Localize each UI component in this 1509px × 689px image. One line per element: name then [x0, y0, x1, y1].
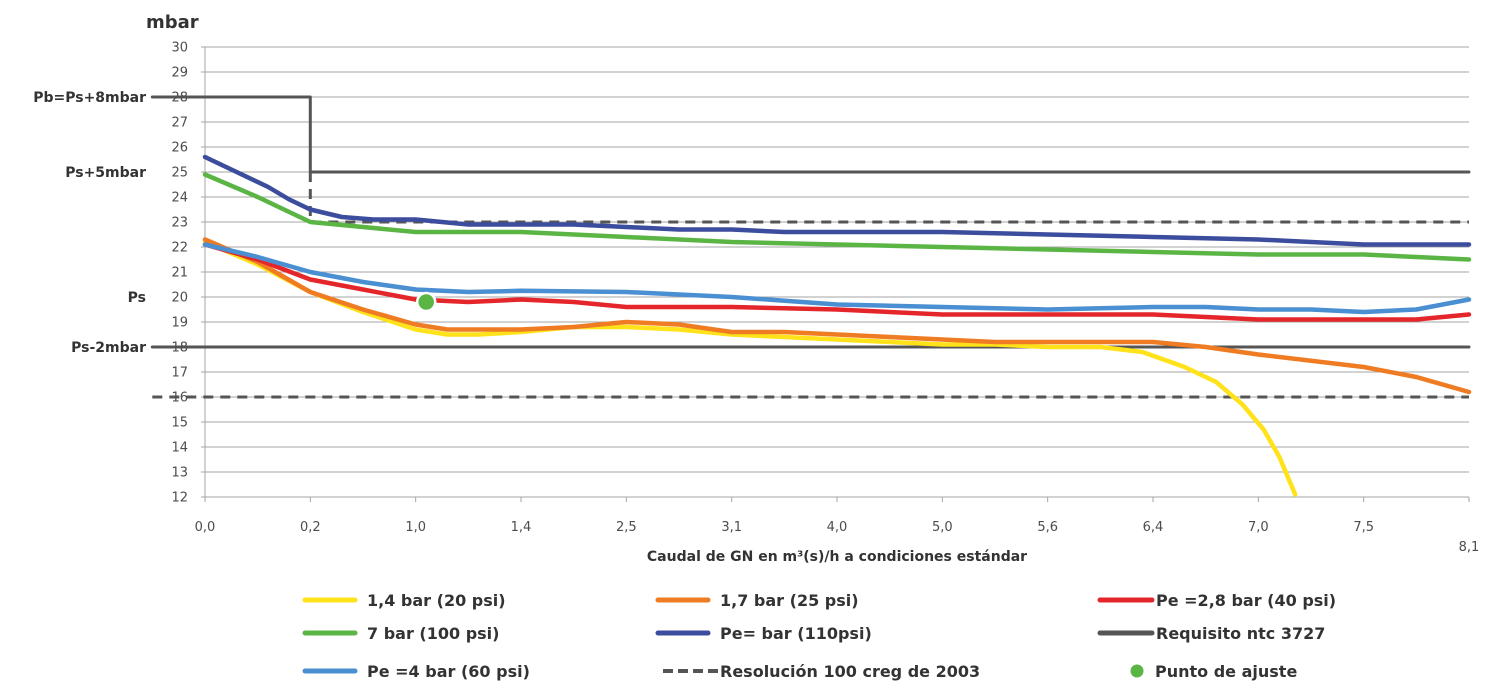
y-tick-label: 22: [171, 241, 188, 256]
series-line-7: [202, 242, 1472, 315]
series-layer: [202, 154, 1472, 497]
y-tick-label: 29: [171, 66, 188, 81]
y-tick-label: 20: [171, 291, 188, 306]
y-tick-label: 28: [171, 91, 188, 106]
y-reference-label: Ps-2mbar: [71, 340, 146, 356]
legend-label: Requisito ntc 3727: [1156, 624, 1325, 643]
series-line-0: [202, 239, 1298, 497]
legend-label: 1,7 bar (25 psi): [720, 591, 859, 610]
x-tick-label: 6,4: [1143, 520, 1164, 535]
legend-label: Pe =2,8 bar (40 psi): [1156, 591, 1336, 610]
y-tick-label: 17: [171, 366, 188, 381]
y-reference-label: Ps: [128, 290, 146, 306]
x-tick-label: 0,0: [195, 520, 216, 535]
x-tick-label: 2,5: [616, 520, 637, 535]
x-tick-label: 4,0: [827, 520, 848, 535]
y-tick-label: 16: [171, 391, 188, 406]
x-tick-label: 5,6: [1037, 520, 1058, 535]
y-tick-label: 27: [171, 116, 188, 131]
series-line-8: [308, 172, 1469, 224]
x-tick-label: 0,2: [300, 520, 321, 535]
marker-layer: [415, 291, 437, 313]
x-tick-label: 5,0: [932, 520, 953, 535]
axis-layer: mbar Caudal de GN en m³(s)/h a condicion…: [33, 12, 1479, 565]
y-tick-label: 26: [171, 141, 188, 156]
y-tick-label: 30: [171, 41, 188, 56]
legend-label: 1,4 bar (20 psi): [367, 591, 506, 610]
series-line-3: [202, 172, 1472, 262]
legend-label: Punto de ajuste: [1155, 662, 1297, 681]
y-tick-label: 24: [171, 191, 188, 206]
legend-label: Pe =4 bar (60 psi): [367, 662, 530, 681]
y-reference-label: Pb=Ps+8mbar: [33, 90, 146, 106]
y-tick-label: 12: [171, 491, 188, 506]
y-tick-label: 21: [171, 266, 188, 281]
legend: 1,4 bar (20 psi) 1,7 bar (25 psi) Pe =2,8 …: [302, 591, 1336, 681]
x-tick-label: 7,5: [1353, 520, 1374, 535]
legend-label: Resolución 100 creg de 2003: [720, 662, 980, 681]
x-axis-title: Caudal de GN en m³(s)/h a condiciones es…: [647, 549, 1027, 565]
y-tick-label: 23: [171, 216, 188, 231]
y-tick-label: 25: [171, 166, 188, 181]
y-tick-label: 18: [171, 341, 188, 356]
y-unit-label: mbar: [146, 12, 199, 33]
series-line-1: [202, 237, 1472, 395]
reference-lines-layer: [150, 95, 1471, 399]
series-line-2: [202, 242, 1472, 322]
x-tick-label: 3,1: [721, 520, 742, 535]
x-tick-label: 1,0: [405, 520, 426, 535]
legend-swatch-dot: [1130, 664, 1144, 678]
y-tick-label: 13: [171, 466, 188, 481]
punto-de-ajuste-marker: [415, 291, 437, 313]
y-tick-label: 15: [171, 416, 188, 431]
series-line-4: [202, 154, 1472, 247]
x-tick-label: 7,0: [1248, 520, 1269, 535]
series-line-5: [150, 95, 1471, 174]
y-tick-label: 14: [171, 441, 188, 456]
legend-label: Pe= bar (110psi): [720, 624, 872, 643]
grid-layer: [201, 46, 1470, 502]
x-tick-label: 1,4: [511, 520, 532, 535]
x-tick-label: 8,1: [1459, 540, 1480, 555]
legend-label: 7 bar (100 psi): [367, 624, 499, 643]
y-tick-label: 19: [171, 316, 188, 331]
y-reference-label: Ps+5mbar: [65, 165, 146, 181]
